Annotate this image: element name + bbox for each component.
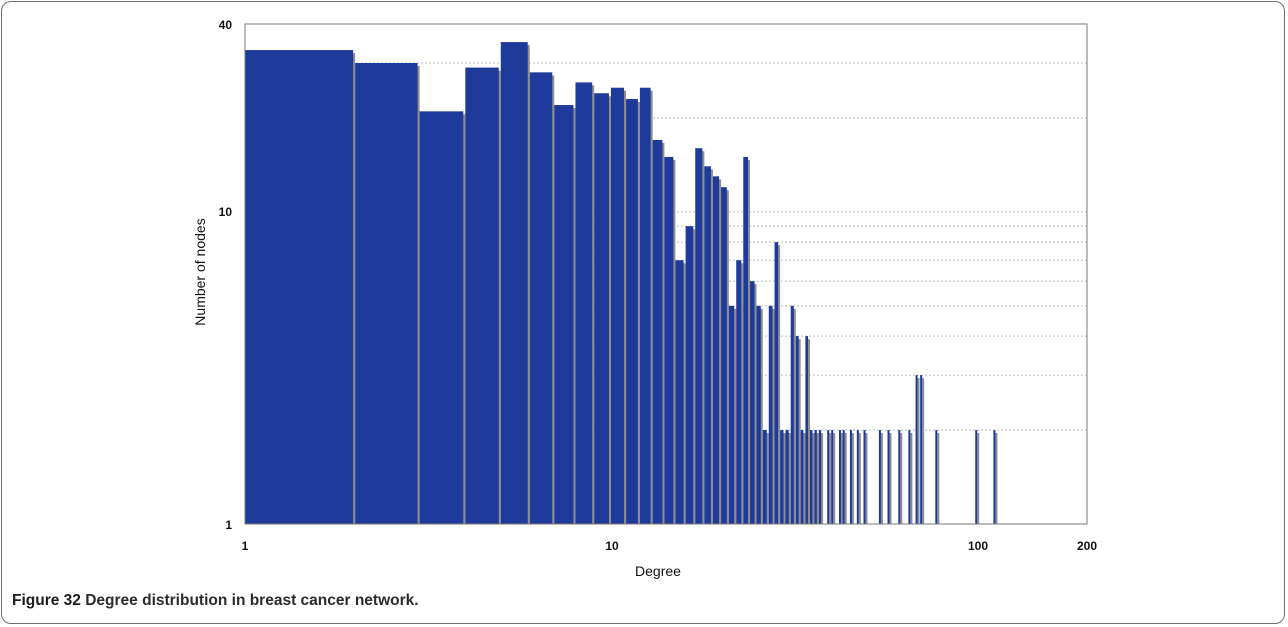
- bar-degree-4: [465, 67, 499, 524]
- bar-shadow: [977, 433, 980, 524]
- bar-degree-26: [762, 430, 767, 524]
- bar-shadow: [880, 433, 883, 524]
- x-axis-title: Degree: [635, 563, 681, 579]
- bar-degree-25: [756, 305, 761, 524]
- bar-degree-65: [908, 430, 911, 524]
- bar-degree-13: [652, 139, 663, 525]
- bar-degree-28: [774, 242, 779, 524]
- bar-shadow: [995, 433, 998, 524]
- bar-degree-45: [849, 430, 852, 524]
- bar-shadow: [829, 433, 832, 524]
- degree-distribution-chart: 1 10 40 1 10 100 200 Degree Number of no…: [192, 18, 1098, 579]
- bar-degree-36: [814, 430, 817, 524]
- bar-shadow: [820, 433, 824, 524]
- x-tick-label-100: 100: [968, 539, 988, 553]
- bar-shadow: [937, 433, 940, 524]
- bar-degree-70: [920, 375, 923, 524]
- bar-degree-47: [856, 430, 859, 524]
- y-axis-title: Number of nodes: [192, 218, 208, 325]
- bar-shadow: [802, 433, 806, 524]
- bar-degree-27: [768, 305, 773, 524]
- bar-shadow: [764, 433, 769, 524]
- bar-degree-14: [664, 156, 674, 524]
- bar-shadow: [816, 433, 819, 524]
- bar-degree-7: [554, 105, 574, 524]
- bar-degree-42: [838, 430, 841, 524]
- bar-degree-19: [712, 176, 720, 524]
- bar-degree-54: [878, 430, 881, 524]
- bar-shadow: [770, 308, 775, 524]
- bar-degree-15: [675, 260, 684, 524]
- bar-degree-5: [500, 42, 528, 524]
- bar-shadow: [782, 433, 786, 524]
- bar-degree-8: [575, 82, 593, 524]
- bar-degree-29: [780, 430, 784, 524]
- bar-degree-22: [736, 260, 742, 524]
- bar-shadow: [922, 378, 925, 524]
- y-tick-label-1: 1: [225, 518, 232, 532]
- plot-frame: [244, 23, 1088, 525]
- figure-caption: Figure 32 Degree distribution in breast …: [12, 592, 419, 610]
- bar-shadow: [792, 308, 796, 524]
- bar-degree-3: [419, 111, 464, 524]
- bar-degree-40: [831, 430, 834, 524]
- bar-degree-24: [750, 281, 755, 524]
- bar-degree-43: [842, 430, 845, 524]
- bar-degree-31: [790, 305, 794, 524]
- bar-degree-23: [743, 156, 749, 524]
- caption-label: Figure 32: [12, 592, 81, 609]
- bar-degree-10: [610, 87, 625, 524]
- bar-degree-30: [785, 430, 789, 524]
- y-tick-label-40: 40: [219, 18, 233, 32]
- bar-degree-2: [355, 62, 418, 524]
- bar-degree-9: [594, 93, 609, 524]
- bar-shadow: [833, 433, 836, 524]
- bar-degree-6: [529, 72, 553, 525]
- bar-degree-57: [887, 430, 890, 524]
- bar-shadow: [889, 433, 892, 524]
- bar-degree-35: [810, 430, 813, 524]
- bar-shadow: [851, 433, 854, 524]
- x-tick-label-10: 10: [605, 539, 619, 553]
- bar-shadow: [910, 433, 913, 524]
- bar-degree-1: [245, 50, 354, 524]
- bar-degree-34: [805, 336, 809, 524]
- x-tick-label-1: 1: [242, 539, 249, 553]
- bar-degree-77: [935, 430, 938, 524]
- bar-shadow: [900, 433, 903, 524]
- bar-degree-39: [827, 430, 830, 524]
- bars: [245, 42, 998, 525]
- bar-degree-12: [639, 87, 651, 524]
- bar-degree-61: [898, 430, 901, 524]
- bar-degree-49: [863, 430, 866, 524]
- bar-shadow: [776, 245, 781, 524]
- bar-shadow: [812, 433, 815, 524]
- bar-degree-68: [915, 375, 918, 524]
- bar-shadow: [840, 433, 843, 524]
- tick-labels: 1 10 40 1 10 100 200: [219, 18, 1098, 553]
- bar-shadow: [807, 339, 811, 524]
- bar-degree-20: [721, 187, 727, 524]
- bar-degree-32: [795, 336, 799, 524]
- caption-text: Degree distribution in breast cancer net…: [85, 592, 419, 609]
- bar-shadow: [858, 433, 861, 524]
- bar-shadow: [865, 433, 868, 524]
- x-tick-label-200: 200: [1077, 539, 1097, 553]
- bar-degree-37: [818, 430, 822, 524]
- bar-degree-11: [626, 99, 638, 524]
- bar-degree-99: [975, 430, 978, 524]
- bar-degree-16: [685, 226, 694, 524]
- bar-shadow: [787, 433, 791, 524]
- bar-shadow: [917, 378, 920, 524]
- bar-degree-111: [993, 430, 996, 524]
- y-tick-label-10: 10: [219, 205, 233, 219]
- bar-degree-33: [800, 430, 804, 524]
- bar-degree-21: [728, 305, 735, 524]
- bar-degree-17: [695, 148, 703, 524]
- bar-degree-18: [704, 166, 711, 524]
- bar-shadow: [844, 433, 847, 524]
- bar-shadow: [797, 339, 801, 524]
